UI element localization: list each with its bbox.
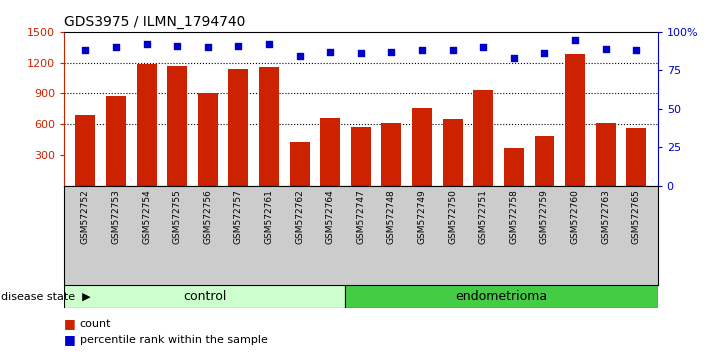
Point	[447, 47, 459, 53]
Point	[294, 54, 305, 59]
Point	[80, 47, 91, 53]
Text: disease state  ▶: disease state ▶	[1, 291, 91, 302]
Point	[324, 49, 336, 55]
Bar	[167, 66, 187, 186]
Bar	[382, 123, 402, 186]
Point	[417, 47, 428, 53]
Point	[508, 55, 520, 61]
Text: GSM572758: GSM572758	[509, 189, 518, 244]
Text: GSM572749: GSM572749	[417, 189, 427, 244]
Text: GSM572763: GSM572763	[602, 189, 610, 244]
Text: GSM572757: GSM572757	[234, 189, 243, 244]
Text: control: control	[183, 290, 226, 303]
Text: percentile rank within the sample: percentile rank within the sample	[80, 335, 267, 345]
Bar	[596, 123, 616, 186]
Bar	[259, 67, 279, 186]
Point	[631, 47, 642, 53]
Bar	[504, 148, 524, 186]
Bar	[64, 285, 346, 308]
Bar	[443, 119, 463, 186]
Point	[570, 37, 581, 42]
Text: GSM572752: GSM572752	[81, 189, 90, 244]
Bar	[320, 118, 340, 186]
Text: GSM572765: GSM572765	[632, 189, 641, 244]
Point	[386, 49, 397, 55]
Text: GSM572747: GSM572747	[356, 189, 365, 244]
Point	[539, 51, 550, 56]
Bar	[75, 115, 95, 186]
Point	[263, 41, 274, 47]
Text: GSM572756: GSM572756	[203, 189, 213, 244]
Point	[232, 43, 244, 48]
Text: GSM572755: GSM572755	[173, 189, 182, 244]
Bar	[198, 93, 218, 186]
Text: GSM572748: GSM572748	[387, 189, 396, 244]
Bar	[228, 69, 248, 186]
Text: GSM572762: GSM572762	[295, 189, 304, 244]
Bar	[474, 90, 493, 186]
Point	[600, 46, 611, 52]
Bar	[137, 64, 156, 186]
Text: count: count	[80, 319, 111, 329]
Text: GSM572760: GSM572760	[570, 189, 579, 244]
Text: GSM572750: GSM572750	[448, 189, 457, 244]
Point	[478, 45, 489, 50]
Text: ■: ■	[64, 318, 76, 330]
Text: GSM572754: GSM572754	[142, 189, 151, 244]
Text: GDS3975 / ILMN_1794740: GDS3975 / ILMN_1794740	[64, 16, 245, 29]
Bar	[412, 108, 432, 186]
Text: GSM572751: GSM572751	[479, 189, 488, 244]
Bar	[535, 136, 555, 186]
Text: GSM572753: GSM572753	[112, 189, 120, 244]
Text: GSM572764: GSM572764	[326, 189, 335, 244]
Point	[171, 43, 183, 48]
Text: ■: ■	[64, 333, 76, 346]
Bar	[346, 285, 658, 308]
Bar	[351, 127, 370, 186]
Bar	[106, 96, 126, 186]
Point	[110, 45, 122, 50]
Bar	[289, 142, 309, 186]
Text: endometrioma: endometrioma	[455, 290, 547, 303]
Point	[356, 51, 367, 56]
Text: GSM572759: GSM572759	[540, 189, 549, 244]
Point	[202, 45, 213, 50]
Bar	[565, 55, 585, 186]
Bar	[626, 129, 646, 186]
Text: GSM572761: GSM572761	[264, 189, 274, 244]
Point	[141, 41, 152, 47]
